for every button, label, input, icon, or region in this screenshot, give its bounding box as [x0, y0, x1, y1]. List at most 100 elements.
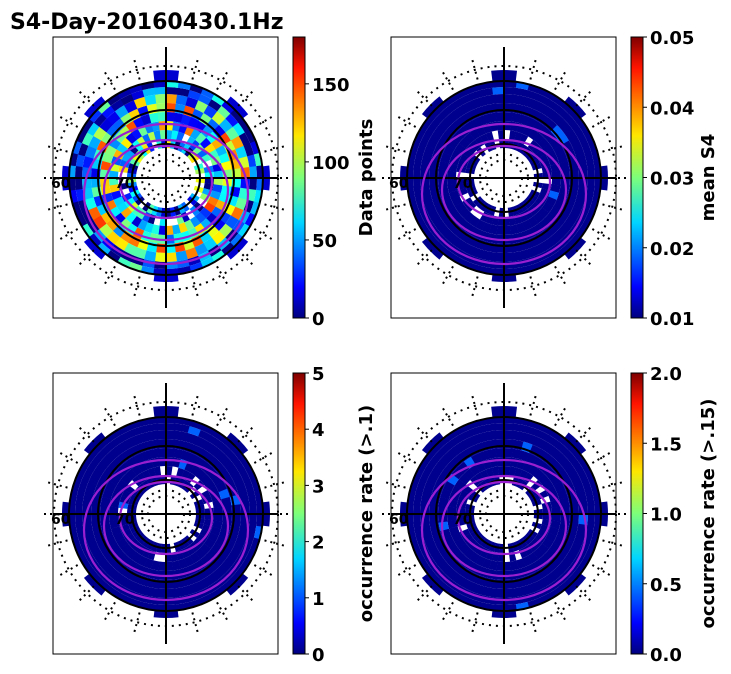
heatmap-cell [249, 166, 258, 179]
heatmap-cell [422, 533, 435, 547]
heatmap-cell [225, 236, 249, 260]
heatmap-cell [165, 268, 179, 275]
heatmap-cell [452, 105, 467, 119]
heatmap-cell [426, 569, 440, 583]
heatmap-cell [185, 247, 199, 260]
heatmap-cell [221, 578, 235, 592]
heatmap-cell [431, 449, 445, 463]
heatmap-cell [189, 420, 204, 431]
heatmap-cell [559, 578, 573, 592]
heatmap-cell [84, 533, 97, 547]
heatmap-cell [413, 513, 421, 526]
heatmap-cell [587, 201, 598, 216]
heatmap-cell [153, 417, 167, 424]
heatmap-cell [200, 256, 215, 268]
heatmap-cell [457, 125, 470, 138]
heatmap-cell [585, 154, 595, 168]
heatmap-cell [114, 237, 129, 251]
heatmap-cell [573, 533, 586, 547]
heatmap-cell [249, 502, 258, 515]
heatmap-cell [594, 501, 601, 515]
heatmap-cell [78, 478, 89, 493]
heatmap-cell [133, 452, 145, 465]
heatmap-cell [128, 420, 143, 430]
heatmap-cell [166, 112, 175, 122]
heatmap-cell [474, 544, 485, 556]
heatmap-cell [124, 100, 138, 114]
heatmap-cell [249, 201, 260, 216]
colorbar-tick-label: 100 [312, 153, 350, 174]
heatmap-cell [439, 105, 454, 119]
heatmap-cell [451, 532, 463, 543]
heatmap-cell [97, 436, 111, 450]
auroral-oval [102, 138, 230, 242]
heatmap-cell [527, 420, 542, 431]
heatmap-cell [463, 132, 475, 145]
heatmap-cell [178, 222, 188, 234]
heatmap-cell [438, 160, 450, 171]
heatmap-cell [568, 569, 581, 583]
heatmap-cell [513, 250, 526, 262]
colorbar: 0.01 0.02 0.03 0.04 0.05 mean S4 [630, 28, 719, 330]
heatmap-cell [154, 422, 167, 431]
heatmap-cell [523, 472, 534, 484]
heatmap-cell [185, 96, 199, 109]
heatmap-cell [455, 256, 470, 268]
heatmap-cell [225, 113, 239, 128]
heatmap-cell [140, 114, 152, 126]
heatmap-cell [75, 524, 85, 538]
heatmap-cell [221, 437, 235, 450]
heatmap-cell [575, 223, 589, 238]
heatmap-cell [131, 551, 142, 564]
colorbar-tick-label: 0.01 [650, 309, 694, 330]
heatmap-cell [561, 140, 574, 154]
heatmap-cell [195, 211, 207, 224]
heatmap-cell [123, 578, 138, 592]
heatmap-cell [249, 537, 260, 552]
heatmap-cell [444, 249, 459, 263]
heatmap-cell [193, 144, 205, 155]
heatmap-cell [419, 468, 432, 482]
heatmap-cell [158, 225, 166, 235]
heatmap-cell [230, 136, 244, 150]
heatmap-cell [463, 211, 475, 224]
heatmap-cell [469, 89, 483, 101]
heatmap-cell [504, 81, 518, 88]
heatmap-cell [113, 196, 125, 207]
heatmap-cell [152, 604, 166, 611]
heatmap-cell [128, 84, 143, 94]
heatmap-cell [217, 105, 231, 119]
heatmap-cell [193, 480, 205, 491]
heatmap-cell [556, 559, 571, 574]
heatmap-cell [504, 94, 516, 104]
heatmap-cell [208, 435, 222, 448]
heatmap-cell [466, 108, 480, 121]
heatmap-cell [83, 572, 107, 596]
heatmap-cell [588, 476, 598, 491]
heatmap-cell [200, 424, 215, 436]
top-right-panel: 60 70 0.01 0.02 0.03 0.04 0.05 mean S4 [382, 28, 719, 330]
heatmap-cell [471, 432, 485, 445]
heatmap-cell [461, 578, 476, 592]
heatmap-cell [545, 149, 557, 160]
heatmap-cell [106, 585, 121, 599]
heatmap-cell [475, 219, 486, 231]
heatmap-cell [538, 554, 551, 567]
heatmap-cell [421, 236, 445, 260]
heatmap-cell [211, 567, 226, 581]
heatmap-cell [414, 465, 426, 480]
heatmap-cell [140, 450, 152, 462]
heatmap-cell [81, 454, 95, 469]
heatmap-cell [166, 423, 179, 431]
heatmap-cell [563, 96, 587, 120]
auroral-oval [82, 458, 250, 602]
heatmap-cell [541, 573, 556, 587]
heatmap-cell [504, 448, 513, 458]
heatmap-cell [102, 152, 114, 164]
heatmap-cell [480, 87, 494, 97]
figure-title: S4-Day-20160430.1Hz [10, 10, 284, 35]
heatmap-cell [136, 136, 147, 148]
heatmap-cell [457, 495, 469, 504]
heatmap-cell [510, 560, 519, 571]
heatmap-cell [93, 551, 107, 566]
